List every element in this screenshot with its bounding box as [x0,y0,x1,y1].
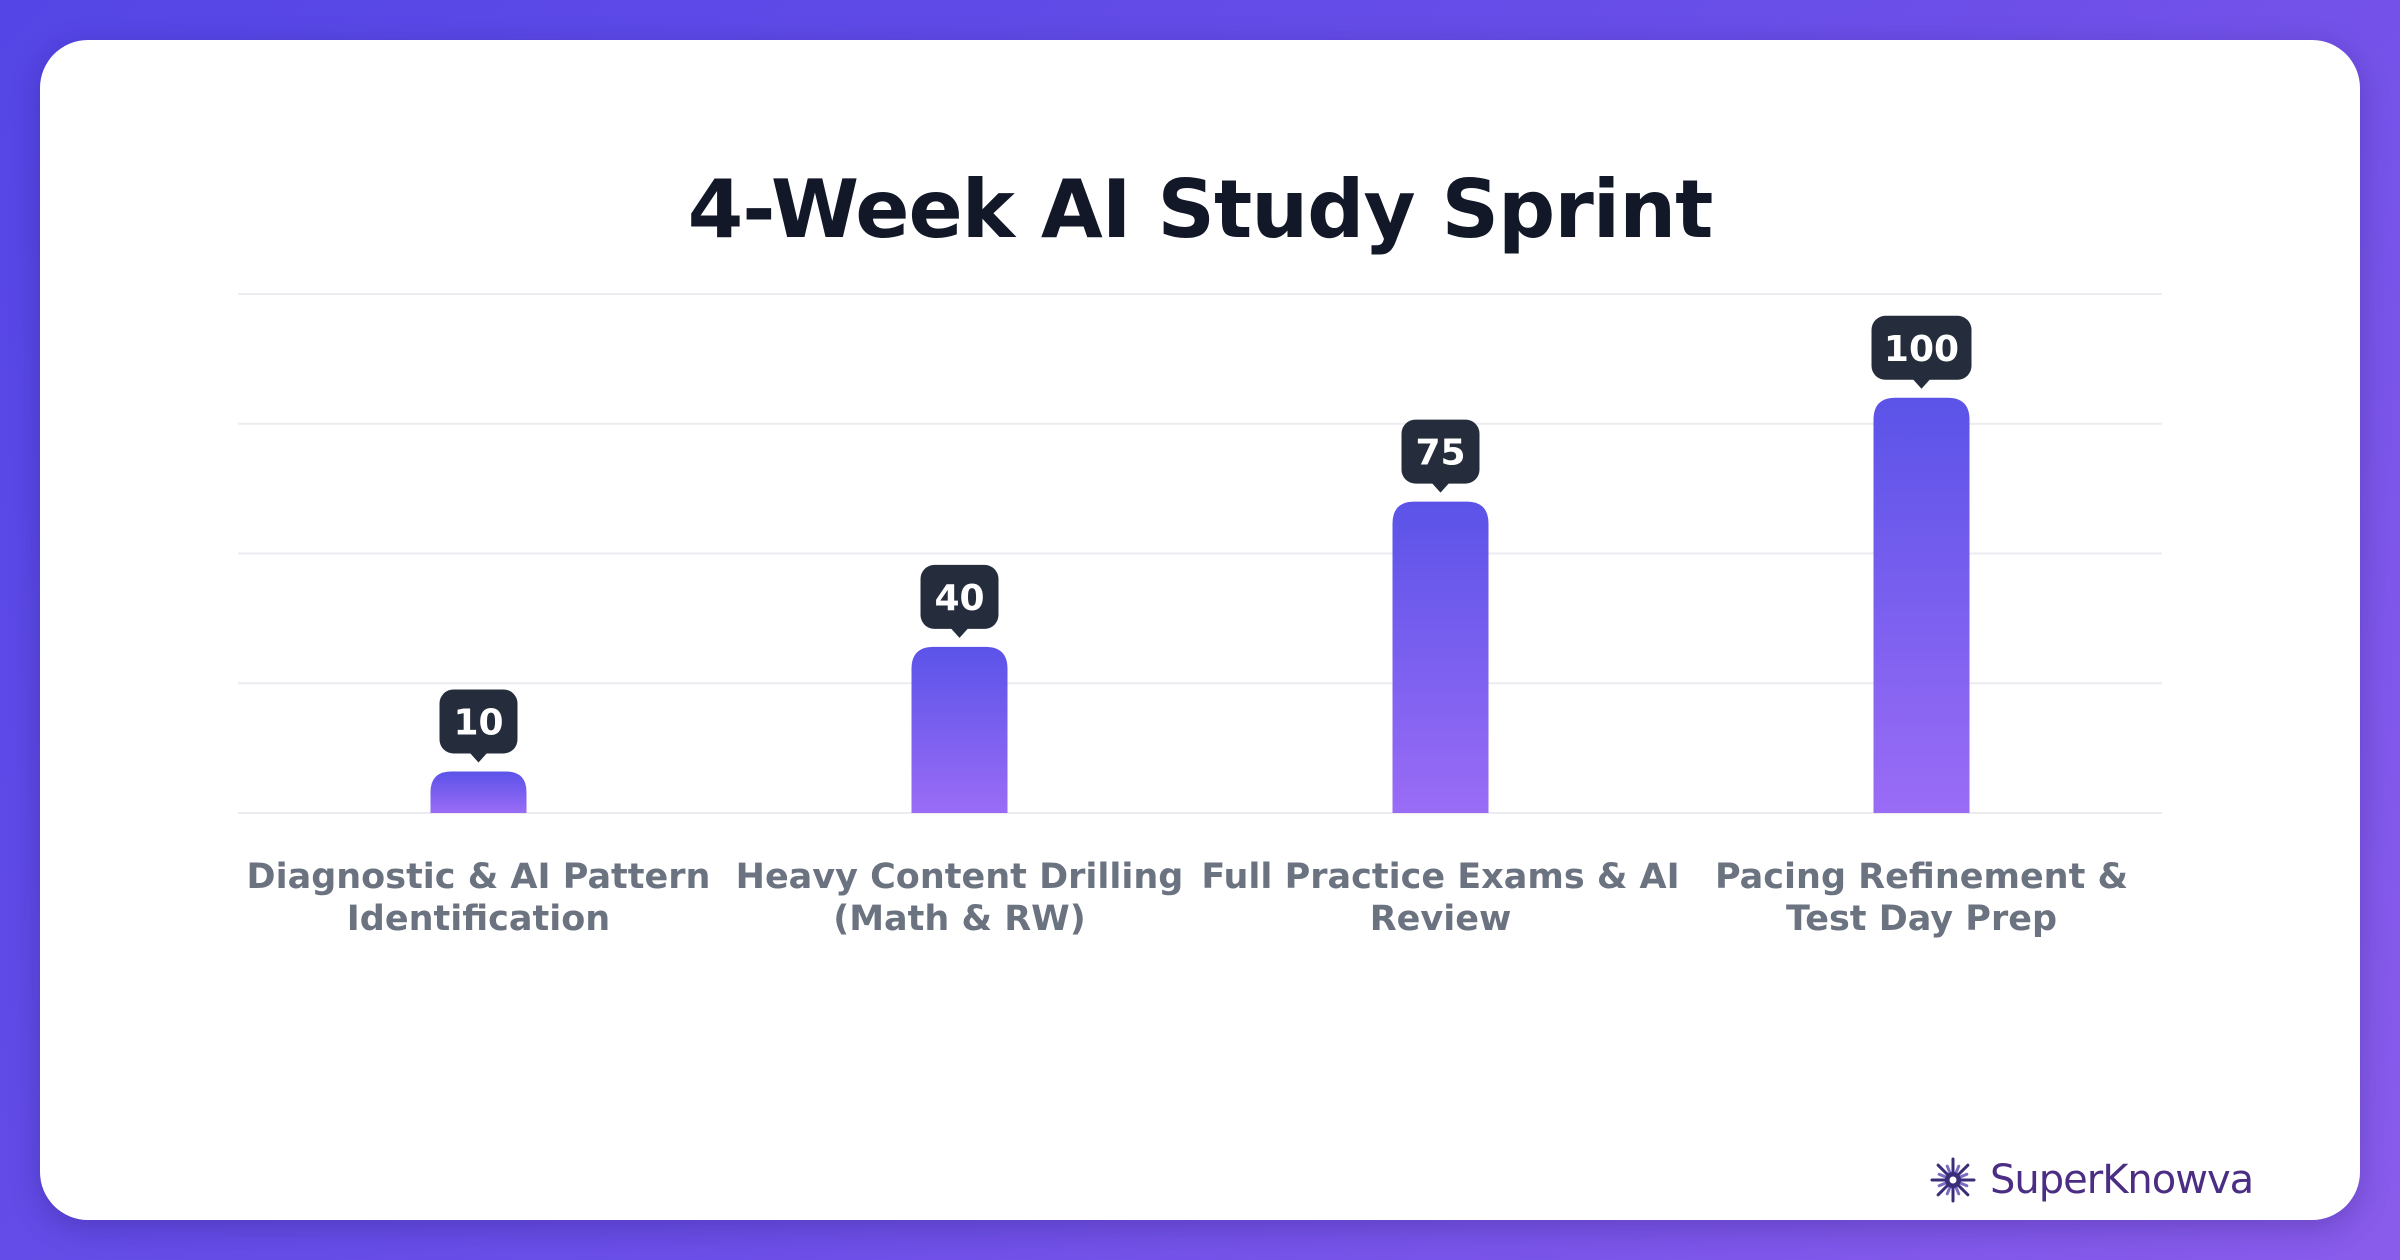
x-tick-label-line: Pacing Refinement & [1715,857,2128,897]
data-label-text: 40 [934,578,984,619]
x-tick-label-line: Diagnostic & AI Pattern [247,857,711,897]
data-label-pointer [950,627,969,638]
data-label-bubble [1871,315,1972,380]
data-label: 40 [920,564,999,638]
brand-name: SuperKnowva [1990,1157,2254,1203]
data-label-bubble [1401,419,1480,484]
data-label-pointer [1912,378,1931,389]
data-label-pointer [469,752,488,763]
x-tick-label: Heavy Content Drilling (Math & RW) [736,857,1184,939]
x-tick-label-line: Identification [347,899,610,939]
data-label-bubble [920,564,999,629]
grid-lines [238,293,2162,814]
x-tick-label: Full Practice Exams & AI Review [1201,857,1679,939]
chart-title: 4-Week AI Study Sprint [687,163,1714,256]
bar [430,771,527,813]
brand: SuperKnowva [1930,1150,2254,1210]
x-tick-label: Diagnostic & AI Pattern Identification [247,857,711,939]
bar [1873,397,1970,813]
data-label-text: 10 [453,702,503,743]
data-label: 100 [1871,315,1972,389]
data-label: 10 [439,689,518,763]
data-labels: 10 40 75 100 [439,315,1972,763]
x-tick-labels: Diagnostic & AI Pattern Identification Hea… [247,857,2128,939]
data-label-pointer [1431,482,1450,493]
x-tick-label-line: Full Practice Exams & AI [1201,857,1679,897]
x-tick-label-line: Review [1370,899,1512,939]
x-tick-label-line: (Math & RW) [833,899,1086,939]
x-tick-label-line: Heavy Content Drilling [736,857,1184,897]
x-tick-label-line: Test Day Prep [1786,899,2057,939]
bar [911,646,1008,813]
bar [1392,501,1489,813]
sunburst-icon [1930,1157,1976,1203]
data-label-text: 100 [1884,329,1959,370]
x-tick-label: Pacing Refinement & Test Day Prep [1715,857,2128,939]
bars [430,397,1970,813]
chart-card [40,40,2360,1220]
data-label-text: 75 [1415,433,1465,474]
data-label: 75 [1401,419,1480,493]
data-label-bubble [439,689,518,754]
